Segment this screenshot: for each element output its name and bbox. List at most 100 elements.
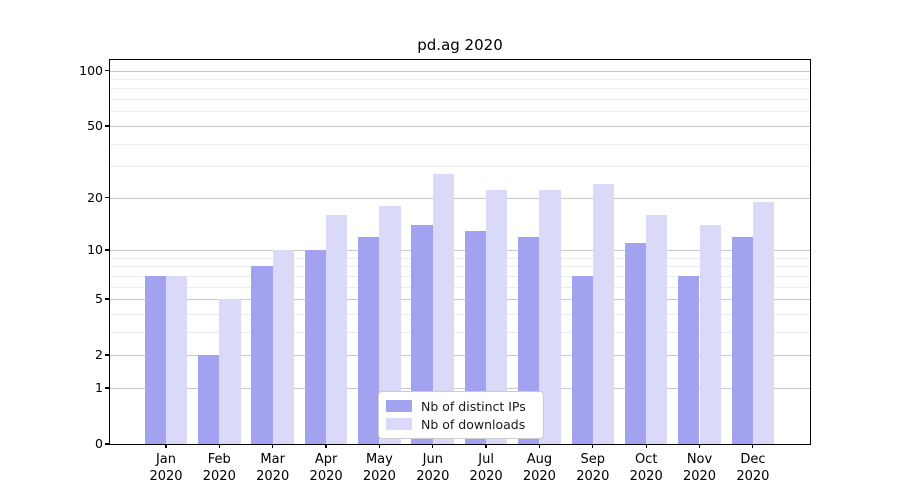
x-tick-label-year: 2020 xyxy=(469,468,503,484)
x-tick-label: May 2020 xyxy=(349,452,409,486)
x-tick-label-year: 2020 xyxy=(682,468,717,484)
x-tick-label: Aug 2020 xyxy=(509,452,569,486)
legend: Nb of distinct IPs Nb of downloads xyxy=(378,391,544,439)
minor-gridline xyxy=(110,166,810,168)
bar-nb-of-downloads-jul xyxy=(486,190,508,444)
legend-item-distinct-ips: Nb of distinct IPs xyxy=(386,397,534,415)
legend-swatch-distinct-ips xyxy=(386,400,412,412)
plot-area: 0 1 2 5 10 20 50 100 Jan 2020 Feb 2020 Mar 2020 Apr 202… xyxy=(79,59,811,484)
x-tick-mark xyxy=(538,444,541,448)
minor-gridline xyxy=(110,331,810,333)
x-tick-mark xyxy=(485,444,487,448)
x-tick-label-year: 2020 xyxy=(522,468,556,484)
legend-item-downloads: Nb of downloads xyxy=(386,415,534,433)
minor-gridline xyxy=(110,99,810,101)
x-tick-mark xyxy=(272,444,274,448)
y-tick-mark xyxy=(105,125,109,127)
bar-nb-of-distinct-ips-apr xyxy=(304,250,327,444)
bar-nb-of-distinct-ips-feb xyxy=(198,355,220,444)
x-tick-label-year: 2020 xyxy=(256,468,290,484)
major-gridline xyxy=(110,355,810,357)
x-tick-label: Mar 2020 xyxy=(243,452,303,486)
y-tick-label: 0 xyxy=(95,436,103,451)
x-tick-mark xyxy=(592,444,594,448)
bar-nb-of-distinct-ips-oct xyxy=(624,242,647,444)
x-tick-label: Oct 2020 xyxy=(616,452,676,486)
y-tick-mark xyxy=(105,69,109,72)
y-tick-label: 50 xyxy=(87,117,103,133)
y-tick-mark xyxy=(105,197,109,199)
y-tick-label: 1 xyxy=(95,379,103,395)
y-tick-mark xyxy=(105,387,109,389)
minor-gridline xyxy=(110,286,810,288)
legend-swatch-downloads xyxy=(386,418,412,430)
minor-gridline xyxy=(110,257,810,259)
x-tick-mark xyxy=(218,444,220,448)
x-tick-mark xyxy=(645,444,647,448)
minor-gridline xyxy=(110,313,810,315)
minor-gridline xyxy=(110,266,810,268)
y-tick-label: 20 xyxy=(87,189,103,205)
bar-nb-of-downloads-may xyxy=(379,205,401,444)
x-tick-label: Jul 2020 xyxy=(456,452,516,486)
x-tick-label-year: 2020 xyxy=(736,468,770,484)
major-gridline xyxy=(110,125,810,127)
y-tick-label: 100 xyxy=(79,62,103,78)
legend-label-distinct-ips: Nb of distinct IPs xyxy=(421,398,526,414)
x-tick-label: Dec 2020 xyxy=(723,452,783,486)
x-tick-label: Jun 2020 xyxy=(403,452,463,486)
y-tick-mark xyxy=(105,443,109,445)
bar-nb-of-distinct-ips-sep xyxy=(571,275,593,444)
bar-nb-of-distinct-ips-may xyxy=(358,236,380,444)
x-tick-mark xyxy=(378,444,381,448)
bar-nb-of-downloads-apr xyxy=(326,214,348,444)
x-tick-label-year: 2020 xyxy=(629,468,663,484)
bar-nb-of-downloads-feb xyxy=(219,299,241,444)
x-tick-label-year: 2020 xyxy=(309,468,343,484)
x-tick-mark xyxy=(325,444,327,448)
major-gridline xyxy=(110,197,810,199)
y-tick-label: 10 xyxy=(87,242,103,257)
bar-nb-of-downloads-sep xyxy=(592,183,615,444)
major-gridline xyxy=(110,70,810,72)
bar-nb-of-downloads-jan xyxy=(166,275,188,444)
x-tick-label-year: 2020 xyxy=(149,468,183,484)
minor-gridline xyxy=(110,111,810,113)
x-tick-label-year: 2020 xyxy=(576,468,610,484)
minor-gridline xyxy=(110,143,810,145)
bar-nb-of-distinct-ips-jun xyxy=(411,224,433,444)
minor-gridline xyxy=(110,79,810,80)
minor-gridline xyxy=(110,88,810,90)
minor-gridline xyxy=(110,275,810,277)
x-tick-label-year: 2020 xyxy=(416,468,450,484)
bar-nb-of-distinct-ips-dec xyxy=(731,236,753,444)
x-tick-label: Jan 2020 xyxy=(136,452,196,486)
bar-nb-of-distinct-ips-mar xyxy=(251,266,273,444)
bar-nb-of-downloads-aug xyxy=(539,190,561,444)
y-tick-mark xyxy=(105,298,109,300)
bar-nb-of-downloads-jun xyxy=(432,174,455,444)
x-tick-label: Apr 2020 xyxy=(296,452,356,486)
y-tick-label: 5 xyxy=(95,291,103,306)
x-tick-mark xyxy=(165,444,167,448)
major-gridline xyxy=(110,250,810,251)
x-tick-label: Nov 2020 xyxy=(670,452,730,486)
y-tick-mark xyxy=(105,249,109,251)
x-tick-mark xyxy=(698,444,701,448)
legend-label-downloads: Nb of downloads xyxy=(421,416,526,432)
bar-nb-of-distinct-ips-jul xyxy=(464,230,487,444)
x-tick-label: Sep 2020 xyxy=(563,452,623,486)
y-tick-label: 2 xyxy=(95,347,103,363)
major-gridline xyxy=(110,387,810,389)
bar-nb-of-distinct-ips-jan xyxy=(144,275,166,444)
bar-nb-of-downloads-dec xyxy=(752,201,775,444)
bar-nb-of-distinct-ips-nov xyxy=(678,275,700,444)
bar-nb-of-downloads-nov xyxy=(699,224,721,444)
bar-nb-of-downloads-mar xyxy=(272,250,294,444)
x-tick-label: Feb 2020 xyxy=(189,452,249,486)
major-gridline xyxy=(110,299,810,300)
x-tick-label-year: 2020 xyxy=(202,468,236,484)
bar-nb-of-downloads-oct xyxy=(646,214,668,444)
x-tick-label-year: 2020 xyxy=(362,468,396,484)
